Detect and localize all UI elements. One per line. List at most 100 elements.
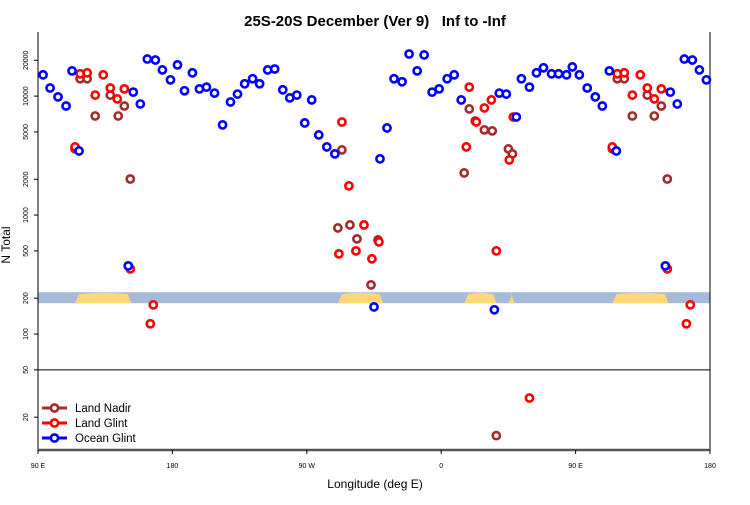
land-glint-point [685, 299, 696, 310]
land-nadir-point [119, 101, 130, 111]
ocean-glint-point [254, 78, 265, 89]
ocean-glint-point [123, 260, 134, 271]
land-glint-point [524, 393, 535, 403]
ocean-glint-point [321, 142, 332, 152]
land-nadir-point [90, 111, 101, 121]
ocean-glint-point [375, 153, 385, 164]
land-nadir-point [649, 111, 660, 121]
y-tick-label: 5000 [23, 124, 30, 140]
x-axis-label: Longitude (deg E) [327, 477, 422, 491]
land-glint-point [112, 94, 123, 104]
legend-label-land-glint: Land Glint [75, 418, 128, 430]
ocean-glint-point [172, 59, 183, 70]
ocean-glint-point [679, 54, 690, 64]
ocean-glint-point [239, 78, 250, 89]
ocean-glint-point [232, 89, 243, 99]
y-tick-label: 10000 [23, 86, 30, 106]
surface-band [38, 292, 710, 304]
ocean-glint-point [142, 54, 153, 64]
ocean-glint-point [489, 304, 500, 315]
ocean-glint-point [382, 123, 392, 133]
land-nadir-point [366, 279, 376, 290]
ocean-glint-point [611, 146, 622, 156]
land-nadir-point [332, 223, 343, 233]
ocean-glint-point [247, 73, 258, 84]
ocean-glint-point [501, 89, 512, 99]
land-nadir-point [479, 125, 490, 135]
ocean-glint-point [687, 55, 698, 65]
y-tick-label: 2000 [23, 171, 30, 187]
land-glint-point [627, 90, 638, 100]
ocean-glint-point [597, 101, 608, 111]
land-glint-point [681, 318, 692, 329]
land-band-segment [75, 292, 132, 304]
ocean-glint-point [694, 65, 705, 75]
x-tick-label: 90 E [31, 463, 46, 470]
land-glint-point [359, 220, 369, 230]
axes: 20 50 100 200 500 1000 2000 5000 10000 20000 90 E 1… [23, 32, 716, 470]
legend-marker-land-nadir [49, 403, 60, 413]
land-glint-point [656, 83, 667, 94]
ocean-glint-point [524, 82, 535, 93]
ocean-glint-point [306, 95, 317, 105]
ocean-glint-point [456, 95, 467, 105]
legend-marker-ocean-glint [49, 433, 60, 443]
land-glint-point [486, 95, 497, 105]
land-nadir-point [662, 174, 673, 184]
ocean-glint-point [329, 148, 340, 159]
ocean-glint-point [434, 83, 445, 94]
y-tick-label: 20000 [23, 50, 30, 70]
ocean-glint-point [389, 73, 399, 84]
land-glint-point [479, 103, 490, 113]
land-glint-point [367, 253, 377, 264]
land-nadir-point [491, 430, 502, 441]
land-band-segment [508, 292, 515, 304]
ocean-glint-point [672, 99, 683, 109]
ocean-glint-point [313, 130, 324, 140]
land-glint-point [635, 69, 646, 80]
y-tick-label: 20 [23, 413, 30, 421]
ocean-glint-point [150, 55, 161, 65]
land-glint-point [145, 318, 156, 329]
land-glint-point [82, 67, 93, 78]
legend: Land Nadir Land Glint Ocean Glint [42, 403, 137, 445]
ocean-glint-point [128, 87, 139, 98]
ocean-glint-point [531, 67, 542, 78]
land-glint-point [504, 154, 515, 165]
y-axis-label: N Total [0, 226, 13, 263]
land-nadir-point [125, 174, 136, 184]
ocean-glint-point [553, 68, 564, 79]
land-nadir-point [464, 104, 475, 114]
chart-title: 25S-20S December (Ver 9) Inf to -Inf [244, 13, 507, 30]
ocean-glint-point [449, 69, 460, 80]
land-nadir-point [113, 111, 124, 121]
legend-marker-land-glint [49, 418, 60, 428]
ocean-glint-point [277, 84, 288, 95]
x-tick-label: 0 [439, 463, 443, 470]
ocean-glint-point [701, 74, 712, 85]
land-nadir-point [487, 126, 498, 136]
land-glint-point [119, 83, 130, 94]
land-glint-point [471, 117, 482, 127]
ocean-glint-point [67, 65, 77, 76]
x-tick-label: 180 [704, 463, 716, 470]
ocean-glint-point [660, 260, 671, 271]
ocean-glint-point [604, 65, 615, 76]
ocean-glint-point [419, 50, 430, 60]
land-band-segment [612, 292, 669, 304]
ocean-glint-point [269, 64, 280, 74]
ocean-glint-point [665, 87, 676, 98]
x-tick-label: 180 [167, 463, 179, 470]
ocean-glint-point [574, 69, 585, 80]
ocean-glint-point [209, 88, 220, 99]
ocean-glint-point [369, 302, 379, 312]
ocean-glint-point [582, 83, 593, 93]
ocean-glint-point [217, 119, 228, 130]
legend-label-land-nadir: Land Nadir [75, 403, 131, 415]
legend-label-ocean-glint: Ocean Glint [75, 433, 137, 445]
ocean-glint-point [412, 65, 423, 76]
x-tick-label: 90 E [568, 463, 583, 470]
land-glint-point [374, 237, 384, 247]
ocean-glint-point [179, 85, 190, 96]
land-nadir-point [352, 233, 362, 244]
